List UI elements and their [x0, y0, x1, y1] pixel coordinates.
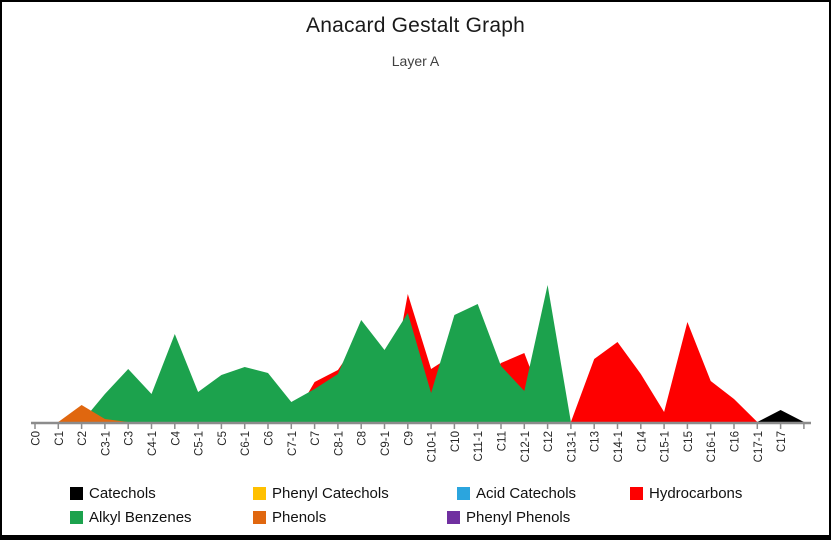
legend-label: Alkyl Benzenes	[89, 508, 192, 526]
area-series-phenols	[35, 405, 804, 422]
legend-swatch-phenols	[253, 510, 266, 524]
x-axis-label: C12	[543, 431, 555, 452]
x-axis-label: C7	[310, 431, 322, 446]
x-axis-label: C13-1	[566, 431, 578, 462]
x-axis-label: C5-1	[194, 431, 206, 456]
legend-item-catechols: Catechols	[70, 484, 156, 502]
legend-item-phenols: Phenols	[253, 508, 326, 526]
legend-item-phenyl-catechols: Phenyl Catechols	[253, 484, 389, 502]
x-axis-label: C9-1	[380, 431, 392, 456]
legend-swatch-alkyl-benzenes	[70, 510, 83, 524]
x-axis-label: C14-1	[613, 431, 625, 462]
x-axis-label: C14	[636, 430, 648, 452]
x-axis-label: C9	[403, 431, 415, 446]
x-axis-label: C0	[31, 431, 43, 446]
x-axis-label: C10	[450, 431, 462, 452]
x-axis-label: C15-1	[660, 431, 672, 462]
stacked-area-chart: C0 C1 C2 C3-1 C3 C4-1 C4 C5-1 C5 C6-1 C6 C7-1 C7 C8-1…	[31, 285, 811, 462]
chart-subtitle: Layer A	[391, 53, 440, 69]
legend-label: Acid Catechols	[476, 484, 577, 502]
x-axis-label: C17	[776, 431, 788, 452]
legend-label: Catechols	[89, 484, 156, 502]
legend-label: Hydrocarbons	[649, 484, 743, 502]
chart-legend: Catechols Phenyl Catechols Acid Catechol…	[2, 480, 829, 528]
legend-swatch-hydrocarbons	[630, 486, 643, 500]
area-series-alkyl-benzenes	[35, 285, 804, 422]
legend-swatch-catechols	[70, 486, 83, 500]
x-axis-label: C7-1	[287, 431, 299, 456]
x-axis-label: C12-1	[520, 431, 532, 462]
x-axis-label: C11	[497, 431, 509, 451]
x-axis-label: C4-1	[147, 431, 159, 456]
legend-swatch-phenyl-phenols	[447, 510, 460, 524]
x-axis-label: C16-1	[706, 431, 718, 462]
legend-swatch-acid-catechols	[457, 486, 470, 500]
x-axis-label: C6-1	[240, 431, 252, 456]
legend-label: Phenyl Phenols	[466, 508, 571, 526]
legend-label: Phenols	[272, 508, 327, 526]
x-axis-label: C11-1	[473, 431, 485, 461]
legend-item-alkyl-benzenes: Alkyl Benzenes	[70, 508, 192, 526]
x-axis-label: C1	[54, 431, 66, 446]
legend-item-acid-catechols: Acid Catechols	[457, 484, 576, 502]
x-axis-label: C8-1	[333, 431, 345, 456]
legend-swatch-phenyl-catechols	[253, 486, 266, 500]
legend-item-hydrocarbons: Hydrocarbons	[630, 484, 742, 502]
x-axis-label: C5	[217, 431, 229, 446]
x-axis-label: C13	[590, 431, 602, 452]
x-axis-label: C15	[683, 431, 695, 452]
x-axis-label: C6	[264, 431, 276, 446]
chart-title: Anacard Gestalt Graph	[306, 14, 525, 37]
legend-item-phenyl-phenols: Phenyl Phenols	[447, 508, 570, 526]
x-axis-label: C2	[77, 431, 89, 446]
x-axis-label: C8	[357, 431, 369, 446]
x-axis-label: C3	[124, 431, 136, 446]
x-axis-label: C16	[730, 431, 742, 452]
x-axis-label: C17-1	[753, 431, 765, 462]
x-axis-label: C3-1	[100, 431, 112, 456]
x-axis-label: C4	[170, 430, 182, 445]
legend-label: Phenyl Catechols	[272, 484, 389, 502]
x-axis-label: C10-1	[427, 431, 439, 462]
